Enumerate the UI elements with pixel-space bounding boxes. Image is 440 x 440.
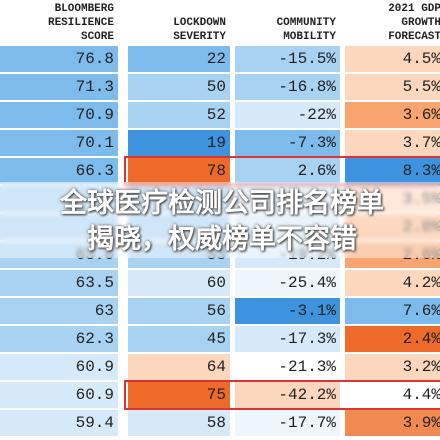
table-cell: 56 (128, 298, 230, 324)
highlight-box (124, 380, 440, 410)
overlay-title: 全球医疗检测公司排名榜单揭晓，权威榜单不容错 (60, 188, 384, 255)
column-header: 2021 GDP GROWTH FORECAST (345, 2, 440, 44)
table-cell: -17.3% (235, 326, 340, 352)
column-header: COMMUNITY MOBILITY (235, 16, 336, 44)
table-cell: 58 (128, 410, 230, 436)
header-line: MOBILITY (283, 31, 336, 43)
column-header: LOCKDOWN SEVERITY (128, 16, 226, 44)
table-cell: 2.6% (235, 158, 340, 184)
table-cell: 78 (128, 158, 230, 184)
table-cell: 3.7% (345, 130, 440, 156)
header-line: FORECAST (388, 31, 440, 43)
table-cell: 3.2% (345, 354, 440, 380)
table-cell: 70.1 (0, 130, 118, 156)
table-cell: 64 (128, 354, 230, 380)
table-cell: 76.8 (0, 46, 118, 72)
header-line: COMMUNITY (276, 17, 336, 29)
table-cell: 52 (128, 102, 230, 128)
header-line: 2021 GDP (388, 3, 440, 15)
table-cell: 59.4 (0, 410, 118, 436)
table-cell: 3.9% (345, 410, 440, 436)
table-cell: -42.2% (235, 382, 340, 408)
column-header: BLOOMBERG RESILIENCE SCORE (0, 2, 114, 44)
header-line: SCORE (80, 31, 114, 43)
table-cell: 22 (128, 46, 230, 72)
table-cell: -15.5% (235, 46, 340, 72)
table-cell: 4.2% (345, 270, 440, 296)
table-cell: 5.5% (345, 74, 440, 100)
table-cell: -16.8% (235, 74, 340, 100)
table-cell: -25.4% (235, 270, 340, 296)
table-cell: 3.6% (345, 102, 440, 128)
table-cell: 66.3 (0, 158, 118, 184)
table-cell: 50 (128, 74, 230, 100)
table-cell: 19 (128, 130, 230, 156)
table-cell: -22% (235, 102, 340, 128)
title-band (0, 182, 440, 258)
table-cell: -17.7% (235, 410, 340, 436)
table-cell: -7.3% (235, 130, 340, 156)
header-line: BLOOMBERG (54, 3, 114, 15)
table-cell: 4.4% (345, 382, 440, 408)
table-cell: 75 (128, 382, 230, 408)
table-cell: -21.3% (235, 354, 340, 380)
table-cell: 70.9 (0, 102, 118, 128)
table-cell: 60.9 (0, 354, 118, 380)
table-cell: 7.6% (345, 298, 440, 324)
header-line: RESILIENCE (47, 17, 114, 29)
table-cell: -3.1% (235, 298, 340, 324)
table-cell: 63 (0, 298, 118, 324)
header-line: GROWTH (401, 17, 440, 29)
table-cell: 45 (128, 326, 230, 352)
table-cell: 60 (128, 270, 230, 296)
table-cell: 4.5% (345, 46, 440, 72)
header-line: SEVERITY (173, 31, 226, 43)
table-cell: 62.3 (0, 326, 118, 352)
table-cell: 2.4% (345, 326, 440, 352)
table-cell: 60.9 (0, 382, 118, 408)
table-cell: 63.5 (0, 270, 118, 296)
table-cell: 8.3% (345, 158, 440, 184)
header-line: LOCKDOWN (173, 17, 226, 29)
table-cell: 71.3 (0, 74, 118, 100)
